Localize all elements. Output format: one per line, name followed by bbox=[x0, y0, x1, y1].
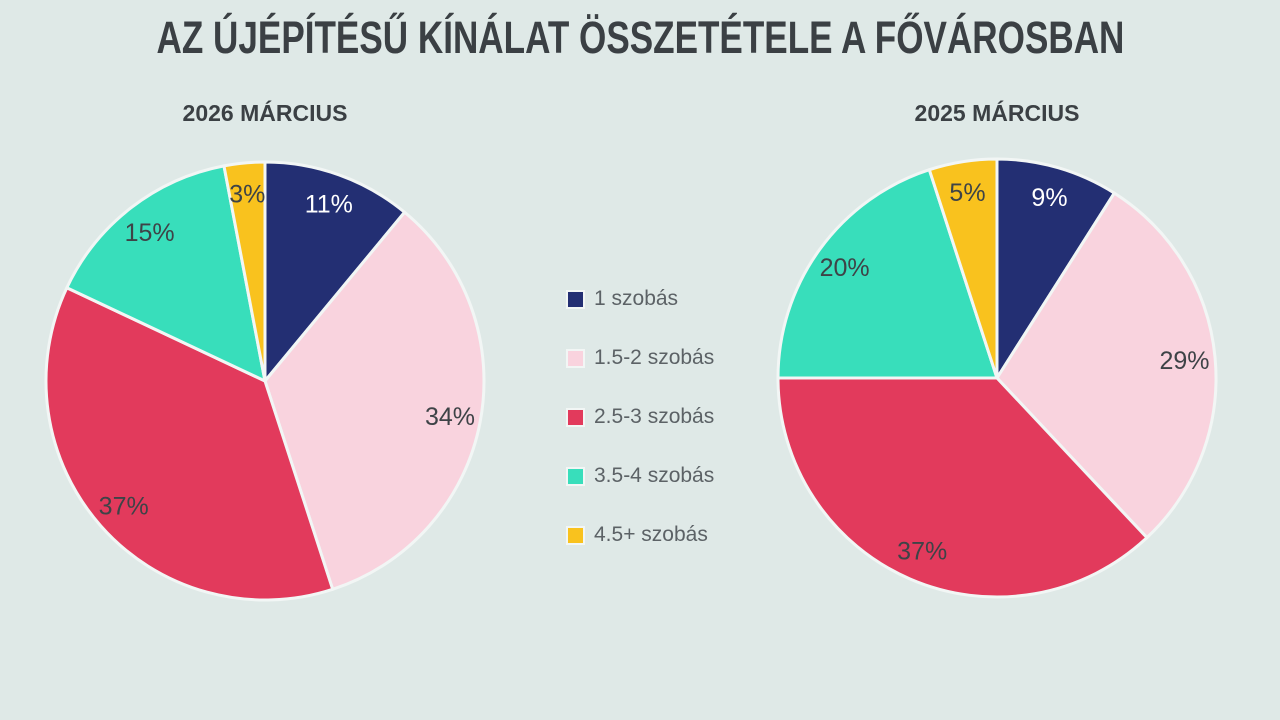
pie-chart-2026: 11% 34% 37% 15% 3% bbox=[44, 160, 486, 602]
slice-label: 9% bbox=[1031, 184, 1067, 212]
pie-2025-subtitle: 2025 MÁRCIUS bbox=[914, 100, 1080, 126]
legend-swatch-icon bbox=[566, 466, 585, 486]
legend-label: 4.5+ szobás bbox=[594, 523, 708, 546]
legend-swatch-icon bbox=[566, 525, 585, 545]
pie-slice-2-5-3-szob-s bbox=[776, 376, 1149, 599]
pie-slice-1-szob-s bbox=[263, 160, 407, 383]
legend-label: 2.5-3 szobás bbox=[594, 405, 715, 428]
pie-slice-4-5-szob-s bbox=[222, 160, 267, 383]
slice-label: 37% bbox=[897, 538, 947, 566]
pie-slice-3-5-4-szob-s bbox=[776, 168, 999, 380]
pie-slice-1-5-2-szob-s bbox=[263, 210, 486, 591]
legend-label: 1.5-2 szobás bbox=[594, 346, 715, 369]
legend-item-2-5-3-szob-s: 2.5-3 szobás bbox=[566, 405, 714, 429]
pie-slice-2-5-3-szob-s bbox=[44, 286, 335, 602]
slice-label: 15% bbox=[125, 219, 175, 247]
slice-label: 11% bbox=[305, 191, 353, 219]
legend-item-4-5-szob-s: 4.5+ szobás bbox=[566, 523, 714, 547]
slice-label: 37% bbox=[99, 492, 149, 520]
slice-label: 20% bbox=[820, 254, 870, 282]
page-title-text: AZ ÚJÉPÍTÉSŰ KÍNÁLAT ÖSSZETÉTELE A FŐVÁR… bbox=[156, 12, 1124, 63]
pie-slice-1-5-2-szob-s bbox=[995, 191, 1218, 540]
slice-label: 3% bbox=[229, 180, 265, 208]
page-title: AZ ÚJÉPÍTÉSŰ KÍNÁLAT ÖSSZETÉTELE A FŐVÁR… bbox=[0, 12, 1280, 64]
pie-slice-3-5-4-szob-s bbox=[65, 164, 267, 383]
slice-label: 5% bbox=[949, 179, 985, 207]
slice-label: 34% bbox=[425, 403, 475, 431]
legend-swatch-icon bbox=[566, 348, 585, 368]
pie-slice-4-5-szob-s bbox=[927, 157, 999, 380]
legend-item-1-5-2-szob-s: 1.5-2 szobás bbox=[566, 346, 714, 370]
legend-item-3-5-4-szob-s: 3.5-4 szobás bbox=[566, 464, 714, 488]
slice-label: 29% bbox=[1159, 347, 1209, 375]
legend-item-1-szob-s: 1 szobás bbox=[566, 287, 714, 311]
legend-label: 3.5-4 szobás bbox=[594, 464, 715, 487]
pie-2026-subtitle: 2026 MÁRCIUS bbox=[182, 100, 348, 126]
legend-label: 1 szobás bbox=[594, 287, 679, 310]
legend-swatch-icon bbox=[566, 289, 585, 309]
legend-swatch-icon bbox=[566, 407, 585, 427]
pie-slice-1-szob-s bbox=[995, 157, 1116, 380]
pie-chart-2025: 9% 29% 37% 20% 5% bbox=[776, 157, 1218, 599]
legend: 1 szobás 1.5-2 szobás 2.5-3 szobás 3.5-4 sz… bbox=[566, 287, 714, 547]
